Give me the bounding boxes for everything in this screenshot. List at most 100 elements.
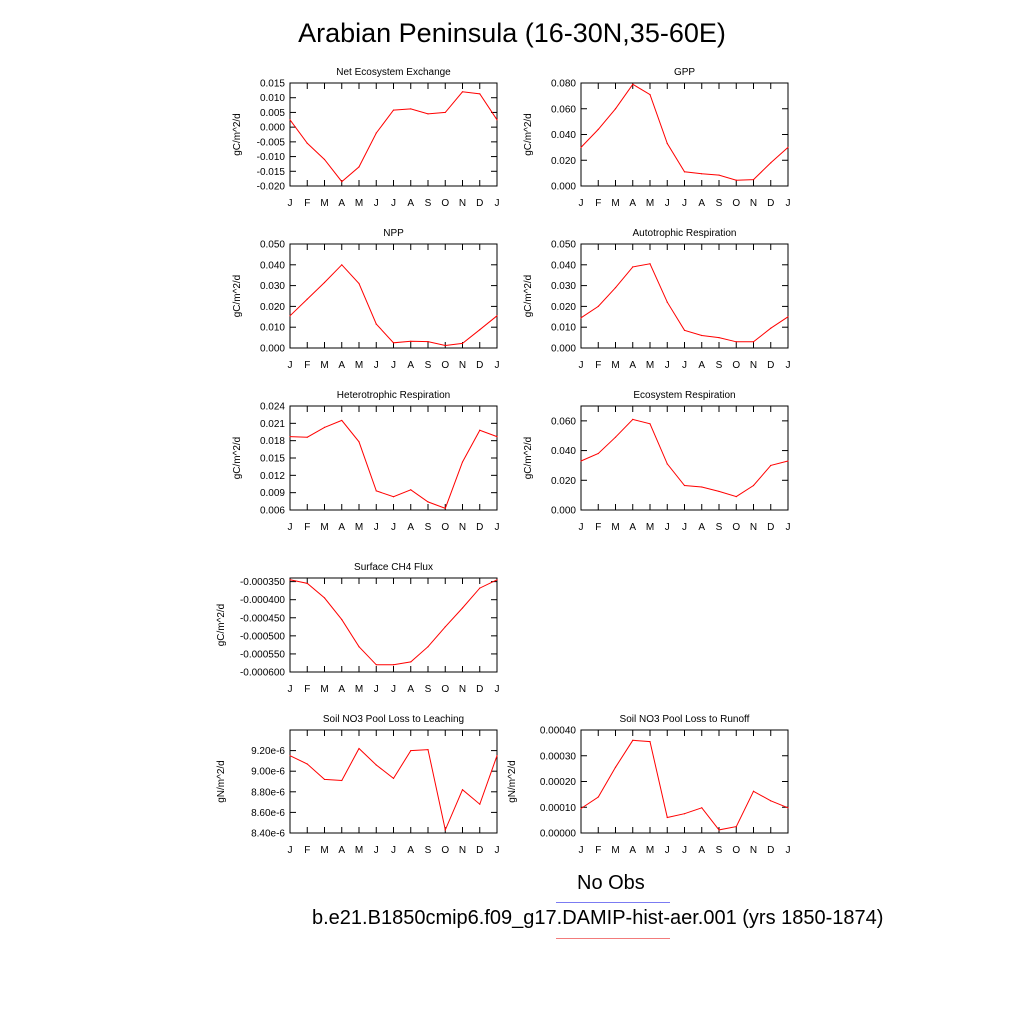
data-point [735,179,737,181]
y-axis-label: gC/m^2/d [232,437,243,480]
data-point [496,119,498,121]
y-axis-label: gN/m^2/d [216,760,227,803]
data-point [392,342,395,344]
data-point [427,340,429,343]
data-point [597,305,599,307]
y-axis-label: gC/m^2/d [523,113,534,156]
y-tick-label: 0.015 [260,454,285,465]
data-point [580,807,582,810]
series-line [289,579,498,666]
data-point [597,128,599,130]
data-point [580,146,582,148]
panel-title: Ecosystem Respiration [633,390,735,401]
data-point [718,174,720,176]
x-tick-label: N [750,198,757,209]
data-point [770,162,772,164]
x-tick-label: J [665,360,670,371]
y-tick-label: -0.000350 [240,577,285,588]
x-tick-label: F [304,684,310,695]
x-tick-label: F [595,198,601,209]
series-line [289,264,498,347]
data-point [496,579,498,581]
data-point [496,436,498,438]
x-tick-label: J [288,198,293,209]
data-point [358,166,360,168]
data-point [632,739,634,741]
data-point [461,461,464,463]
data-point [701,173,703,175]
x-tick-label: M [646,845,654,856]
x-tick-label: O [441,684,449,695]
y-tick-label: 0.020 [551,302,576,313]
data-point [597,452,599,455]
data-point [479,587,481,589]
x-tick-label: J [288,522,293,533]
data-point [752,790,755,792]
data-point [649,93,651,96]
x-tick-label: S [425,360,432,371]
data-point [770,464,772,467]
y-tick-label: 0.024 [260,402,285,413]
data-point [597,796,599,798]
data-point [323,778,326,781]
x-tick-label: J [288,845,293,856]
x-tick-label: J [665,522,670,533]
legend-model-line [556,938,670,939]
x-tick-label: F [595,360,601,371]
y-axis-label: gN/m^2/d [507,760,518,803]
y-tick-label: 8.40e-6 [251,829,285,840]
x-tick-label: J [495,198,500,209]
x-tick-label: O [732,360,740,371]
data-point [770,327,772,329]
x-tick-label: J [579,360,584,371]
x-tick-label: J [391,522,396,533]
y-tick-label: 0.00000 [540,829,577,840]
y-tick-label: 0.060 [551,104,576,115]
x-tick-label: F [304,522,310,533]
x-tick-label: S [716,845,723,856]
data-point [289,315,291,317]
x-tick-label: J [288,684,293,695]
data-point [358,441,360,443]
panel-title: Surface CH4 Flux [354,562,433,573]
x-tick-label: M [646,198,654,209]
x-tick-label: J [374,360,379,371]
x-tick-label: M [355,522,363,533]
data-point [479,803,481,805]
data-point [718,490,720,493]
data-point [580,317,582,319]
x-tick-label: O [441,198,449,209]
data-point [427,113,429,115]
x-tick-label: M [320,845,328,856]
x-tick-label: D [476,522,483,533]
y-tick-label: 0.000 [260,344,285,355]
data-point [341,180,343,183]
y-tick-label: 0.000 [551,506,576,517]
data-point [341,779,343,782]
y-tick-label: 0.020 [260,302,285,313]
data-point [632,83,634,85]
x-tick-label: A [407,684,414,695]
data-point [323,426,326,428]
x-tick-label: O [441,360,449,371]
data-point [410,340,412,342]
data-point [375,490,377,492]
x-tick-label: S [425,845,432,856]
x-tick-label: M [355,684,363,695]
x-tick-label: J [495,684,500,695]
y-axis-label: gC/m^2/d [523,437,534,480]
x-tick-label: A [407,522,414,533]
x-tick-label: M [355,360,363,371]
x-tick-label: J [665,845,670,856]
data-point [358,646,360,648]
x-tick-label: N [459,198,466,209]
y-tick-label: 9.20e-6 [251,746,285,757]
y-tick-label: 0.015 [260,79,285,90]
series-line [580,739,789,831]
data-point [461,342,464,345]
data-point [735,496,737,498]
data-point [410,750,412,752]
